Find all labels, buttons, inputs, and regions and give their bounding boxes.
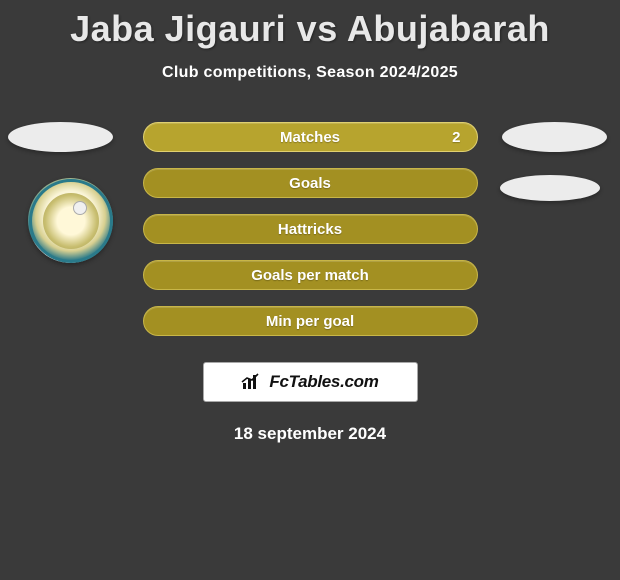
stat-row-matches: Matches 2 [143,122,478,152]
club-badge-inner [43,193,99,249]
player2-name: Abujabarah [347,8,550,49]
page-title: Jaba Jigauri vs Abujabarah [0,0,620,50]
stat-label: Min per goal [266,313,354,330]
player1-name: Jaba Jigauri [70,8,286,49]
stat-value-right: 2 [452,129,460,146]
player1-avatar-placeholder [8,122,113,152]
player2-club-placeholder [500,175,600,201]
brand-badge[interactable]: FcTables.com [203,362,418,402]
stat-label: Goals [289,175,331,192]
brand-text: FcTables.com [269,372,378,392]
stat-label: Hattricks [278,221,342,238]
stat-row-hattricks: Hattricks [143,214,478,244]
bar-chart-icon [241,373,263,391]
stat-row-min-per-goal: Min per goal [143,306,478,336]
stat-row-goals-per-match: Goals per match [143,260,478,290]
stat-label: Goals per match [251,267,369,284]
vs-separator: vs [297,8,338,49]
player1-club-badge [28,178,113,263]
subtitle: Club competitions, Season 2024/2025 [0,64,620,82]
player2-avatar-placeholder [502,122,607,152]
stat-label: Matches [280,129,340,146]
stat-row-goals: Goals [143,168,478,198]
snapshot-date: 18 september 2024 [0,424,620,444]
stats-rows: Matches 2 Goals Hattricks Goals per matc… [143,122,478,336]
club-badge-ball-icon [73,201,87,215]
comparison-panel: Matches 2 Goals Hattricks Goals per matc… [0,122,620,444]
